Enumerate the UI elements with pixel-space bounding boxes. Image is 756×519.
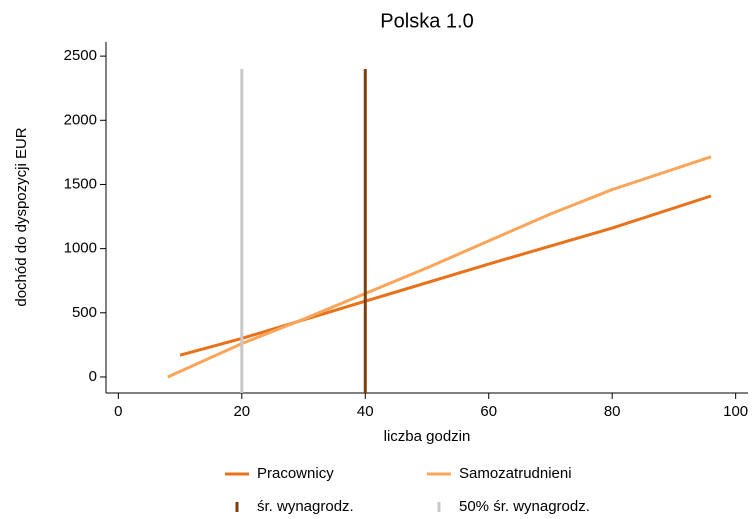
y-tick-label: 2000 — [64, 111, 97, 128]
legend-label: śr. wynagrodz. — [257, 498, 354, 515]
y-tick-label: 500 — [72, 304, 97, 321]
x-tick-label: 80 — [604, 403, 621, 420]
y-tick-label: 2500 — [64, 47, 97, 64]
chart-title: Polska 1.0 — [380, 10, 473, 32]
y-tick-label: 1000 — [64, 240, 97, 257]
x-tick-label: 40 — [357, 403, 374, 420]
y-tick-label: 0 — [89, 368, 97, 385]
legend-label: 50% śr. wynagrodz. — [459, 498, 590, 515]
x-axis-label: liczba godzin — [384, 428, 471, 445]
legend-label: Pracownicy — [257, 465, 334, 482]
y-axis-label: dochód do dyspozycji EUR — [13, 127, 30, 306]
x-tick-label: 0 — [114, 403, 122, 420]
y-tick-label: 1500 — [64, 175, 97, 192]
x-tick-label: 60 — [480, 403, 497, 420]
legend-label: Samozatrudnieni — [459, 465, 572, 482]
x-tick-label: 100 — [723, 403, 748, 420]
series-line — [179, 194, 712, 357]
x-tick-label: 20 — [233, 403, 250, 420]
series-line — [167, 155, 712, 379]
